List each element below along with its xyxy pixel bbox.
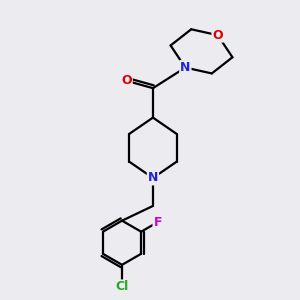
Text: N: N: [180, 61, 190, 74]
Text: O: O: [212, 29, 223, 42]
Text: F: F: [154, 216, 162, 229]
Text: N: N: [148, 172, 158, 184]
Text: O: O: [121, 74, 132, 87]
Text: Cl: Cl: [116, 280, 129, 293]
